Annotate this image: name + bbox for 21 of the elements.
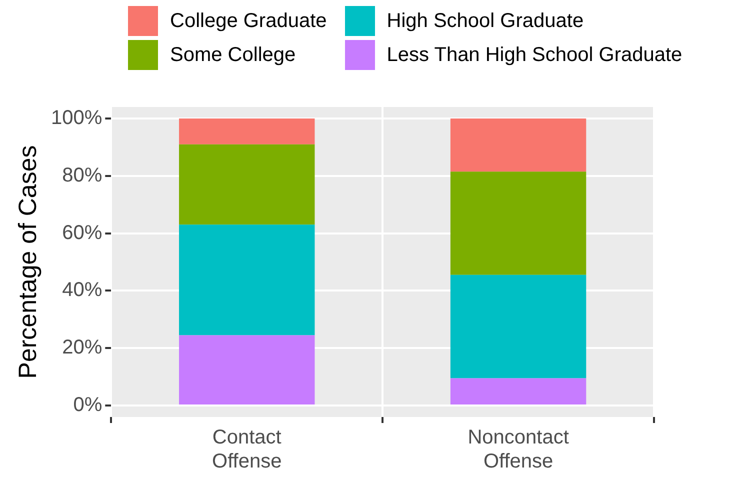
y-tick-label: 60%: [62, 222, 102, 244]
x-tick-label: Noncontact Offense: [468, 426, 570, 473]
legend-label: Some College: [170, 44, 296, 66]
x-tick-label: Contact Offense: [212, 426, 282, 473]
bar: [179, 224, 315, 336]
legend-label: Less Than High School Graduate: [386, 44, 682, 66]
y-tick-label: 80%: [62, 164, 102, 186]
y-tick-label: 0%: [73, 394, 102, 416]
bar: [450, 378, 586, 405]
legend-label: High School Graduate: [386, 10, 584, 32]
bar: [450, 118, 586, 172]
bar: [450, 172, 586, 275]
legend-label: College Graduate: [170, 10, 327, 32]
bar: [450, 274, 586, 378]
y-tick-label: 40%: [62, 279, 102, 302]
bar: [179, 335, 315, 405]
y-axis-title: Percentage of Cases: [14, 145, 42, 379]
bar: [179, 144, 315, 225]
y-tick-label: 20%: [62, 336, 102, 359]
y-tick-label: 100%: [50, 106, 102, 129]
bar: [179, 118, 315, 144]
